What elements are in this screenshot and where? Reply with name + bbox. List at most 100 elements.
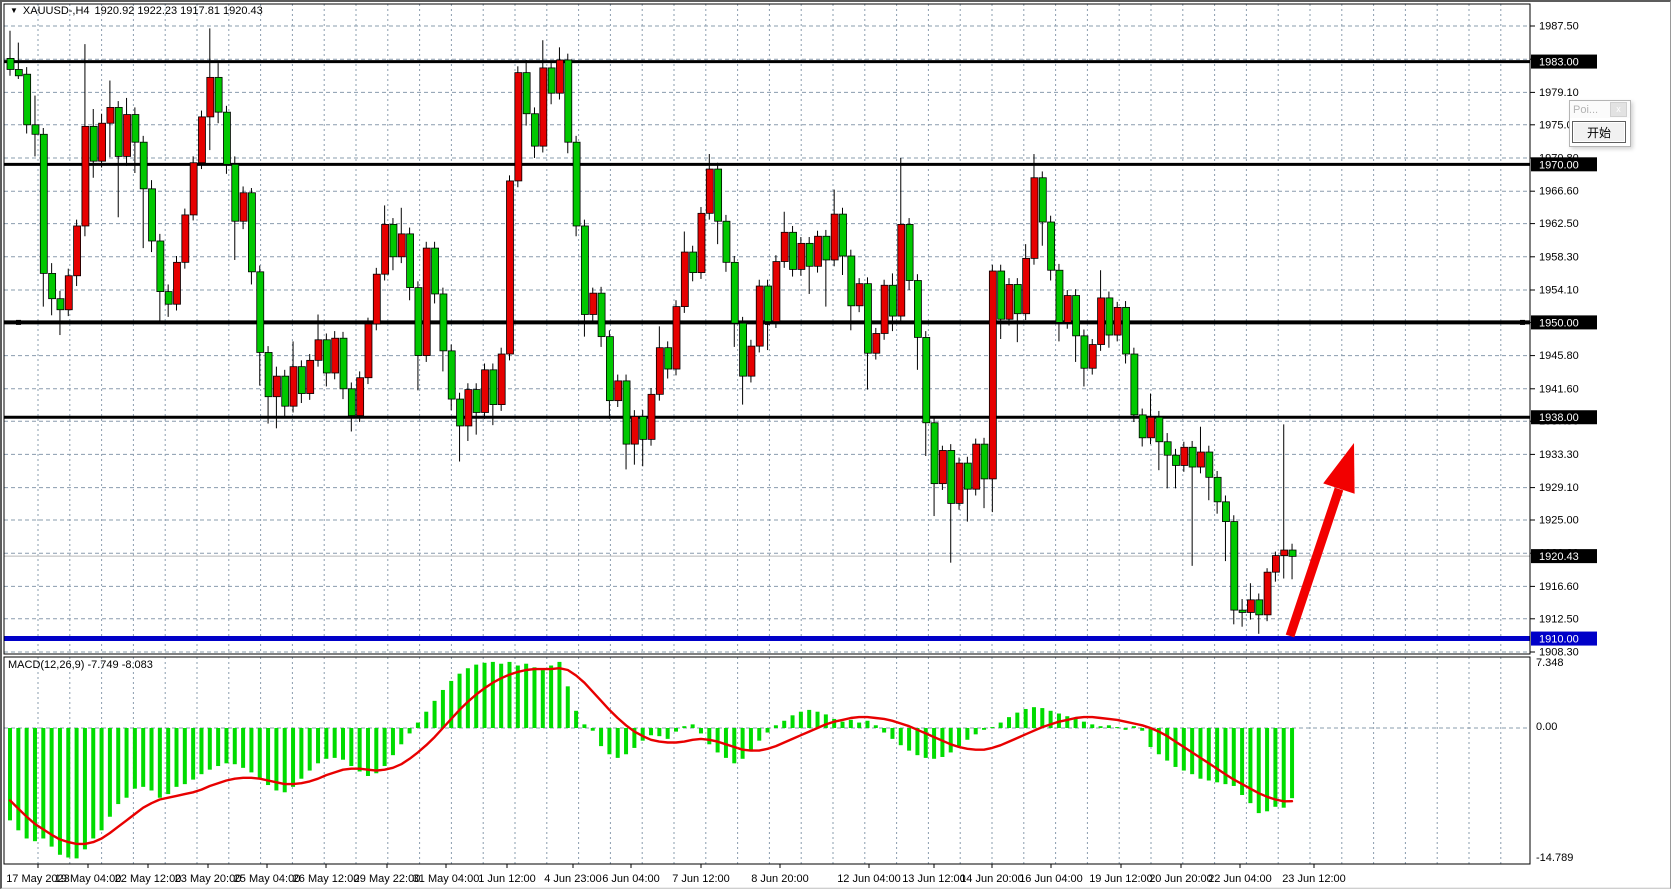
price-badge-label: 1970.00 bbox=[1539, 159, 1579, 171]
candle-down bbox=[1138, 414, 1147, 439]
macd-bar bbox=[1131, 726, 1136, 728]
macd-bar bbox=[66, 728, 71, 858]
macd-bar bbox=[224, 728, 229, 764]
candles bbox=[6, 28, 1297, 634]
price-badge-label: 1920.43 bbox=[1539, 551, 1579, 563]
macd-bar bbox=[690, 724, 695, 728]
price-badge bbox=[1531, 54, 1597, 69]
candle-down bbox=[48, 272, 57, 300]
macd-bar bbox=[157, 728, 162, 798]
candle-down bbox=[822, 235, 831, 261]
price-badge-label: 1910.00 bbox=[1539, 634, 1579, 646]
macd-bar bbox=[216, 728, 221, 767]
popup-titlebar[interactable]: Poi... x bbox=[1570, 101, 1630, 118]
candle-up bbox=[364, 323, 373, 379]
candle-up bbox=[647, 393, 656, 440]
candle-down bbox=[839, 213, 847, 257]
date-label: 19 May 04:00 bbox=[55, 873, 122, 885]
macd-bar bbox=[1240, 728, 1245, 796]
candle-down bbox=[264, 352, 273, 398]
line-handle[interactable] bbox=[16, 319, 21, 325]
macd-bar bbox=[982, 728, 987, 730]
macd-bar bbox=[407, 728, 412, 734]
macd-bar bbox=[723, 728, 728, 758]
macd-bar bbox=[782, 720, 787, 728]
macd-bar bbox=[1223, 728, 1228, 785]
candle-up bbox=[1097, 297, 1105, 345]
candle-down bbox=[922, 337, 931, 424]
horizontal-lines[interactable] bbox=[4, 60, 1530, 642]
candle-up bbox=[106, 107, 115, 124]
date-label: 23 Jun 12:00 bbox=[1282, 873, 1346, 885]
macd-bar bbox=[1015, 712, 1020, 728]
price-axis[interactable]: 1987.501983.301979.101975.001970.801966.… bbox=[1530, 21, 1597, 659]
candle-down bbox=[714, 168, 723, 222]
macd-bar bbox=[990, 727, 995, 729]
macd-bar bbox=[757, 728, 762, 741]
macd-axis-zero[interactable]: 0.00 bbox=[1536, 721, 1558, 733]
macd-bar bbox=[798, 711, 803, 728]
macd-bar bbox=[582, 724, 587, 728]
candle-up bbox=[556, 59, 564, 94]
macd-bar bbox=[665, 728, 670, 739]
line-handle[interactable] bbox=[1520, 319, 1525, 325]
candle-up bbox=[539, 67, 548, 147]
macd-bar bbox=[241, 728, 246, 768]
macd-bar bbox=[848, 719, 853, 728]
candle-down bbox=[522, 72, 531, 115]
candle-up bbox=[198, 116, 206, 164]
price-tick-label: 1933.30 bbox=[1539, 449, 1579, 461]
close-icon[interactable]: x bbox=[1610, 102, 1627, 117]
macd-bar bbox=[1031, 707, 1036, 728]
macd-bar bbox=[873, 725, 878, 728]
price-badge-label: 1983.00 bbox=[1539, 57, 1579, 69]
candle-down bbox=[963, 462, 972, 490]
macd-bar bbox=[748, 728, 753, 752]
candle-up bbox=[672, 306, 681, 370]
candle-down bbox=[214, 76, 223, 113]
price-tick-label: 1958.30 bbox=[1539, 251, 1579, 263]
date-label: 20 Jun 20:00 bbox=[1149, 873, 1213, 885]
macd-bar bbox=[207, 728, 212, 770]
macd-bar bbox=[299, 728, 304, 779]
candle-down bbox=[597, 292, 606, 338]
price-tick-label: 1912.50 bbox=[1539, 613, 1579, 625]
chart-title: ▼ XAUUSD-,H4 1920.92 1922.23 1917.81 192… bbox=[10, 4, 263, 18]
price-tick-label: 1954.10 bbox=[1539, 284, 1579, 296]
date-label: 4 Jun 23:00 bbox=[544, 873, 602, 885]
macd-bar bbox=[24, 728, 29, 839]
candle-up bbox=[680, 251, 689, 307]
price-tick-label: 1908.30 bbox=[1539, 646, 1579, 658]
macd-bar bbox=[907, 728, 912, 751]
macd-bar bbox=[657, 728, 662, 737]
candle-up bbox=[1147, 416, 1155, 439]
macd-axis-top[interactable]: 7.348 bbox=[1536, 657, 1564, 669]
candle-up bbox=[272, 375, 281, 398]
macd-bar bbox=[815, 711, 820, 728]
candle-up bbox=[855, 283, 864, 307]
macd-bar bbox=[465, 668, 470, 728]
macd-bar bbox=[1215, 728, 1220, 783]
macd-bar bbox=[141, 728, 146, 787]
macd-bar bbox=[249, 728, 254, 773]
macd-axis-bottom[interactable]: -14.789 bbox=[1536, 852, 1574, 864]
macd-bar bbox=[1123, 728, 1128, 730]
macd-bar bbox=[99, 728, 104, 831]
expert-popup: Poi... x 开始 bbox=[1569, 100, 1631, 147]
up-arrow-annotation[interactable] bbox=[1285, 443, 1355, 638]
candle-up bbox=[181, 214, 190, 263]
start-button[interactable]: 开始 bbox=[1572, 121, 1626, 143]
symbol-dropdown-icon[interactable]: ▼ bbox=[10, 6, 18, 15]
candle-down bbox=[864, 283, 872, 354]
candle-up bbox=[81, 125, 90, 227]
macd-bar bbox=[1148, 728, 1153, 748]
macd-bar bbox=[232, 728, 237, 765]
macd-bar bbox=[357, 728, 362, 772]
candle-down bbox=[156, 240, 165, 292]
date-label: 13 Jun 12:00 bbox=[902, 873, 966, 885]
candle-up bbox=[589, 292, 598, 315]
macd-bar bbox=[132, 728, 137, 789]
macd-bar bbox=[674, 728, 678, 732]
